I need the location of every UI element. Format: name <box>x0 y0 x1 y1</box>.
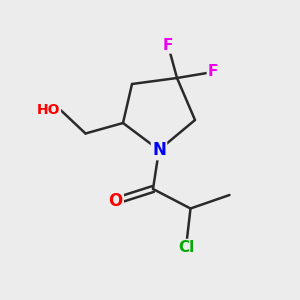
Text: F: F <box>208 64 218 80</box>
Text: HO: HO <box>37 103 60 116</box>
Text: N: N <box>152 141 166 159</box>
Text: F: F <box>163 38 173 52</box>
Text: Cl: Cl <box>178 240 194 255</box>
Text: O: O <box>108 192 123 210</box>
